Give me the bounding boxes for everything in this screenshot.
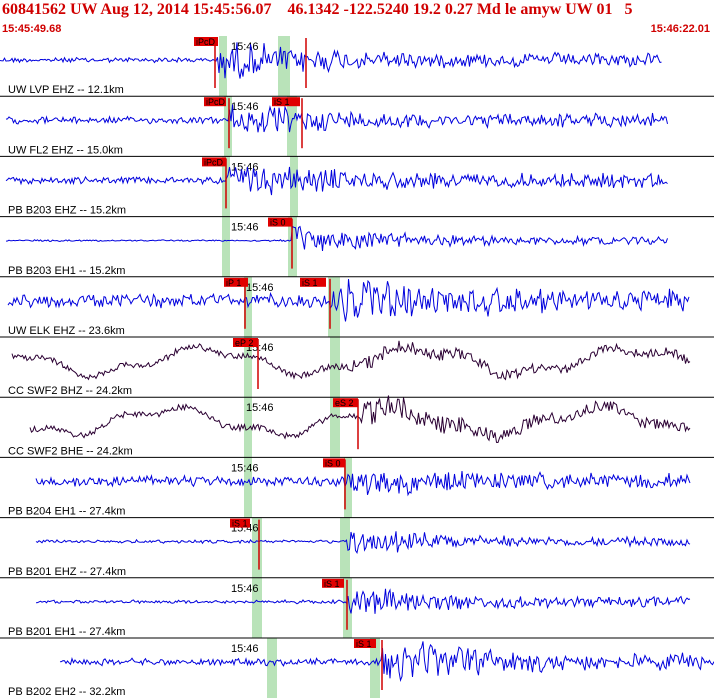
waveform-trace	[29, 395, 691, 444]
pick-window-band	[290, 156, 298, 217]
pick-window-band	[224, 96, 232, 157]
event-title: 60841562 UW Aug 12, 2014 15:45:56.07 46.…	[2, 1, 633, 18]
pick-window-band	[330, 397, 340, 458]
pick-label-box	[300, 277, 326, 287]
minute-mark-label: 15:46	[231, 462, 259, 474]
pick-label-box	[202, 157, 226, 167]
pick-label: eS 2	[335, 398, 354, 408]
channel-label: PB B202 EH2 -- 32.2km	[8, 686, 125, 698]
pick-label-box	[354, 639, 376, 648]
pick-label-box	[230, 518, 250, 528]
channel-label: CC SWF2 BHZ -- 24.2km	[8, 385, 132, 397]
pick-window-band	[219, 36, 227, 97]
pick-label: iS 1	[274, 97, 290, 107]
pick-label: iS 1	[356, 639, 372, 649]
pick-label-box	[322, 578, 344, 588]
pick-label: iPcD	[206, 97, 226, 107]
channel-label: UW FL2 EHZ -- 15.0km	[8, 144, 123, 156]
event-header: 60841562 UW Aug 12, 2014 15:45:56.07 46.…	[0, 0, 714, 36]
channel-label: CC SWF2 BHE -- 24.2km	[8, 445, 133, 457]
waveform-trace	[59, 641, 714, 683]
channel-label: PB B203 EHZ -- 15.2km	[8, 205, 126, 217]
channel-label: UW ELK EHZ -- 23.6km	[8, 325, 125, 337]
pick-window-band	[278, 36, 290, 97]
pick-label: iS 1	[232, 519, 248, 529]
minute-mark-label: 15:46	[246, 402, 274, 414]
pick-label-box	[233, 338, 258, 347]
channel-label: PB B204 EH1 -- 27.4km	[8, 506, 125, 518]
channel-label: PB B203 EH1 -- 15.2km	[8, 265, 125, 277]
pick-window-band	[344, 457, 352, 518]
pick-window-band	[252, 577, 262, 638]
minute-mark-label: 15:46	[231, 643, 259, 655]
pick-window-band	[244, 337, 252, 398]
pick-window-band	[244, 457, 252, 518]
pick-window-band	[328, 276, 340, 337]
minute-mark-label: 15:46	[231, 583, 259, 595]
minute-mark-label: 15:46	[231, 161, 259, 173]
pick-label: iS 1	[302, 278, 318, 288]
pick-window-band	[244, 397, 252, 458]
waveform-trace	[11, 340, 691, 381]
minute-mark-label: 15:46	[231, 101, 259, 113]
pick-label-box	[333, 398, 358, 408]
seismogram-panel[interactable]: 15:46 iPcD UW LVP EHZ -- 12.1km 15:46 iPcD iS…	[0, 36, 714, 698]
waveform-trace	[5, 166, 668, 196]
pick-label: iPcD	[196, 37, 216, 47]
pick-label: iS 0	[325, 458, 341, 468]
waveform-trace	[5, 225, 668, 251]
channel-label: UW LVP EHZ -- 12.1km	[8, 84, 124, 96]
channel-label: PB B201 EHZ -- 27.4km	[8, 566, 126, 578]
pick-window-band	[287, 96, 297, 157]
pick-label: iS 1	[324, 579, 340, 589]
pick-label-box	[224, 277, 248, 287]
waveform-trace	[5, 104, 668, 133]
pick-window-band	[252, 517, 262, 578]
waveform-trace	[35, 531, 691, 554]
pick-label: iP 1	[226, 278, 241, 288]
pick-window-band	[370, 638, 380, 698]
pick-label-box	[272, 97, 300, 107]
minute-mark-label: 15:46	[231, 41, 259, 53]
pick-label-box	[194, 37, 218, 46]
window-end-time: 15:46:22.01	[650, 23, 710, 35]
waveform-trace	[35, 470, 691, 497]
pick-window-band	[267, 638, 277, 698]
channel-label: PB B201 EH1 -- 27.4km	[8, 626, 125, 638]
pick-label-box	[268, 217, 292, 227]
pick-window-band	[222, 216, 230, 277]
pick-label: iS 0	[270, 218, 286, 228]
waveform-trace	[0, 42, 662, 79]
pick-label: eP 2	[235, 338, 253, 348]
pick-window-band	[340, 517, 350, 578]
pick-label-box	[204, 97, 226, 107]
seismogram-canvas[interactable]: 15:46 iPcD UW LVP EHZ -- 12.1km 15:46 iPcD iS…	[0, 36, 714, 698]
minute-mark-label: 15:46	[246, 282, 274, 294]
pick-label-box	[323, 458, 345, 468]
waveform-trace	[35, 588, 691, 614]
window-start-time: 15:45:49.68	[2, 23, 62, 35]
pick-label: iPcD	[204, 157, 224, 167]
waveform-trace	[7, 279, 690, 322]
minute-mark-label: 15:46	[231, 222, 259, 234]
